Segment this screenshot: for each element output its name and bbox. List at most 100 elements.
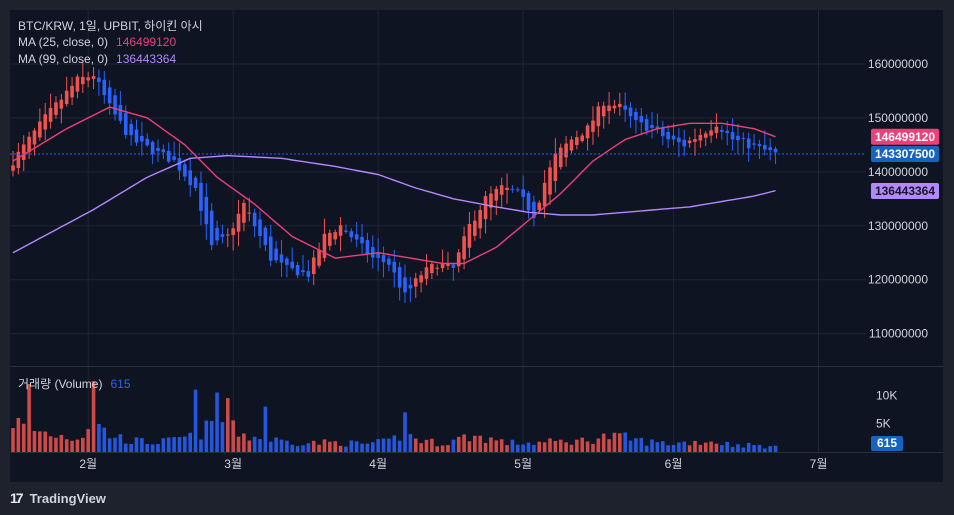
ma99-line xyxy=(12,154,776,254)
volume-bar xyxy=(644,445,649,452)
candle-body xyxy=(473,220,477,236)
candle-body xyxy=(134,129,139,143)
volume-bar xyxy=(725,441,730,452)
volume-bar xyxy=(591,443,595,452)
candle-body xyxy=(247,212,252,214)
volume-bar xyxy=(290,444,295,452)
volume-bar xyxy=(542,442,547,452)
candle-body xyxy=(677,137,681,143)
volume-bar xyxy=(91,381,96,452)
candle-body xyxy=(311,257,316,274)
legend-ma25[interactable]: MA (25, close, 0) 146499120 xyxy=(18,35,176,49)
volume-bar xyxy=(564,442,568,452)
volume-label: 거래량 (Volume) xyxy=(18,377,103,391)
candle-body xyxy=(596,106,601,127)
volume-bar xyxy=(532,444,536,452)
volume-bar xyxy=(317,444,321,452)
volume-bar xyxy=(746,442,751,452)
candle-body xyxy=(129,123,133,136)
candle-body xyxy=(360,236,364,244)
volume-bar xyxy=(483,442,488,452)
candle-body xyxy=(752,143,756,145)
candle-body xyxy=(773,148,778,153)
candle-body xyxy=(150,142,155,154)
volume-bar xyxy=(499,439,504,452)
volume-bar xyxy=(387,438,391,452)
volume-bar xyxy=(639,437,644,452)
volume-bar xyxy=(145,443,150,452)
volume-bar xyxy=(48,436,53,452)
volume-bar xyxy=(430,438,434,452)
chart-canvas[interactable]: 110000000 120000000 130000000 140000000 1500… xyxy=(10,10,943,482)
volume-bar xyxy=(596,438,601,452)
ma25-line xyxy=(12,106,776,265)
candle-body xyxy=(118,104,123,121)
volume-bar xyxy=(403,412,407,452)
volume-bar xyxy=(607,439,611,452)
legend-ma99[interactable]: MA (99, close, 0) 136443364 xyxy=(18,52,176,66)
volume-bar xyxy=(252,436,257,452)
volume-bar xyxy=(204,420,209,452)
candle-body xyxy=(763,145,767,150)
last-price-tag-bg xyxy=(871,145,939,162)
volume-bar xyxy=(521,444,525,452)
candle-body xyxy=(258,219,262,237)
volume-bar xyxy=(328,441,332,452)
volume-bar xyxy=(365,443,370,452)
candle-body xyxy=(542,182,547,207)
candle-body xyxy=(698,135,703,141)
volume-bar xyxy=(752,445,756,452)
volume-bar xyxy=(97,423,101,452)
candle-body xyxy=(344,230,348,232)
candle-body xyxy=(639,116,644,123)
candle-body xyxy=(703,133,708,138)
volume-bar xyxy=(64,439,69,452)
volume-bar xyxy=(226,398,230,452)
volume-bar xyxy=(698,444,703,452)
chart-frame: 110000000 120000000 130000000 140000000 1500… xyxy=(10,10,943,482)
volume-bar xyxy=(773,445,778,452)
time-tick-label: 7월 xyxy=(810,457,828,471)
volume-bar xyxy=(462,434,466,452)
candle-body xyxy=(48,108,53,122)
ma99-price-tag: 136443364 xyxy=(875,184,935,198)
candle-body xyxy=(564,143,568,158)
candle-body xyxy=(558,147,563,168)
volume-bar xyxy=(268,441,273,452)
candle-body xyxy=(215,227,219,241)
volume-tick-label: 5K xyxy=(876,417,891,431)
tradingview-brand[interactable]: 17 TradingView xyxy=(10,489,106,507)
volume-bar xyxy=(263,406,268,452)
candle-body xyxy=(387,258,391,265)
candle-body xyxy=(660,127,665,137)
candle-body xyxy=(634,111,638,121)
volume-bar xyxy=(601,433,606,452)
volume-bar xyxy=(199,439,203,452)
candle-body xyxy=(483,196,488,220)
volume-bar xyxy=(140,438,144,452)
candle-body xyxy=(456,252,461,267)
candle-body xyxy=(462,236,466,260)
volume-bar xyxy=(134,437,139,452)
candle-body xyxy=(521,189,525,197)
candle-body xyxy=(86,77,90,81)
candle-body xyxy=(532,201,536,219)
ma99-price-tag-bg xyxy=(871,183,939,200)
volume-bar xyxy=(424,439,429,452)
time-tick-label: 3월 xyxy=(224,457,242,471)
candle-body xyxy=(156,147,160,151)
candle-body xyxy=(242,202,246,223)
volume-tag-bg xyxy=(871,436,903,451)
ma25-value: 146499120 xyxy=(116,35,177,49)
candle-body xyxy=(575,137,579,145)
volume-bar xyxy=(285,440,289,452)
volume-bar xyxy=(129,443,133,452)
candle-body xyxy=(75,76,80,92)
legend-volume[interactable]: 거래량 (Volume) 615 xyxy=(18,375,131,392)
volume-bar xyxy=(558,439,563,452)
candle-body xyxy=(349,231,354,238)
volume-bar xyxy=(322,439,327,452)
candle-body xyxy=(408,284,413,289)
volume-bar xyxy=(215,392,219,452)
price-tick-label: 130000000 xyxy=(868,219,928,233)
